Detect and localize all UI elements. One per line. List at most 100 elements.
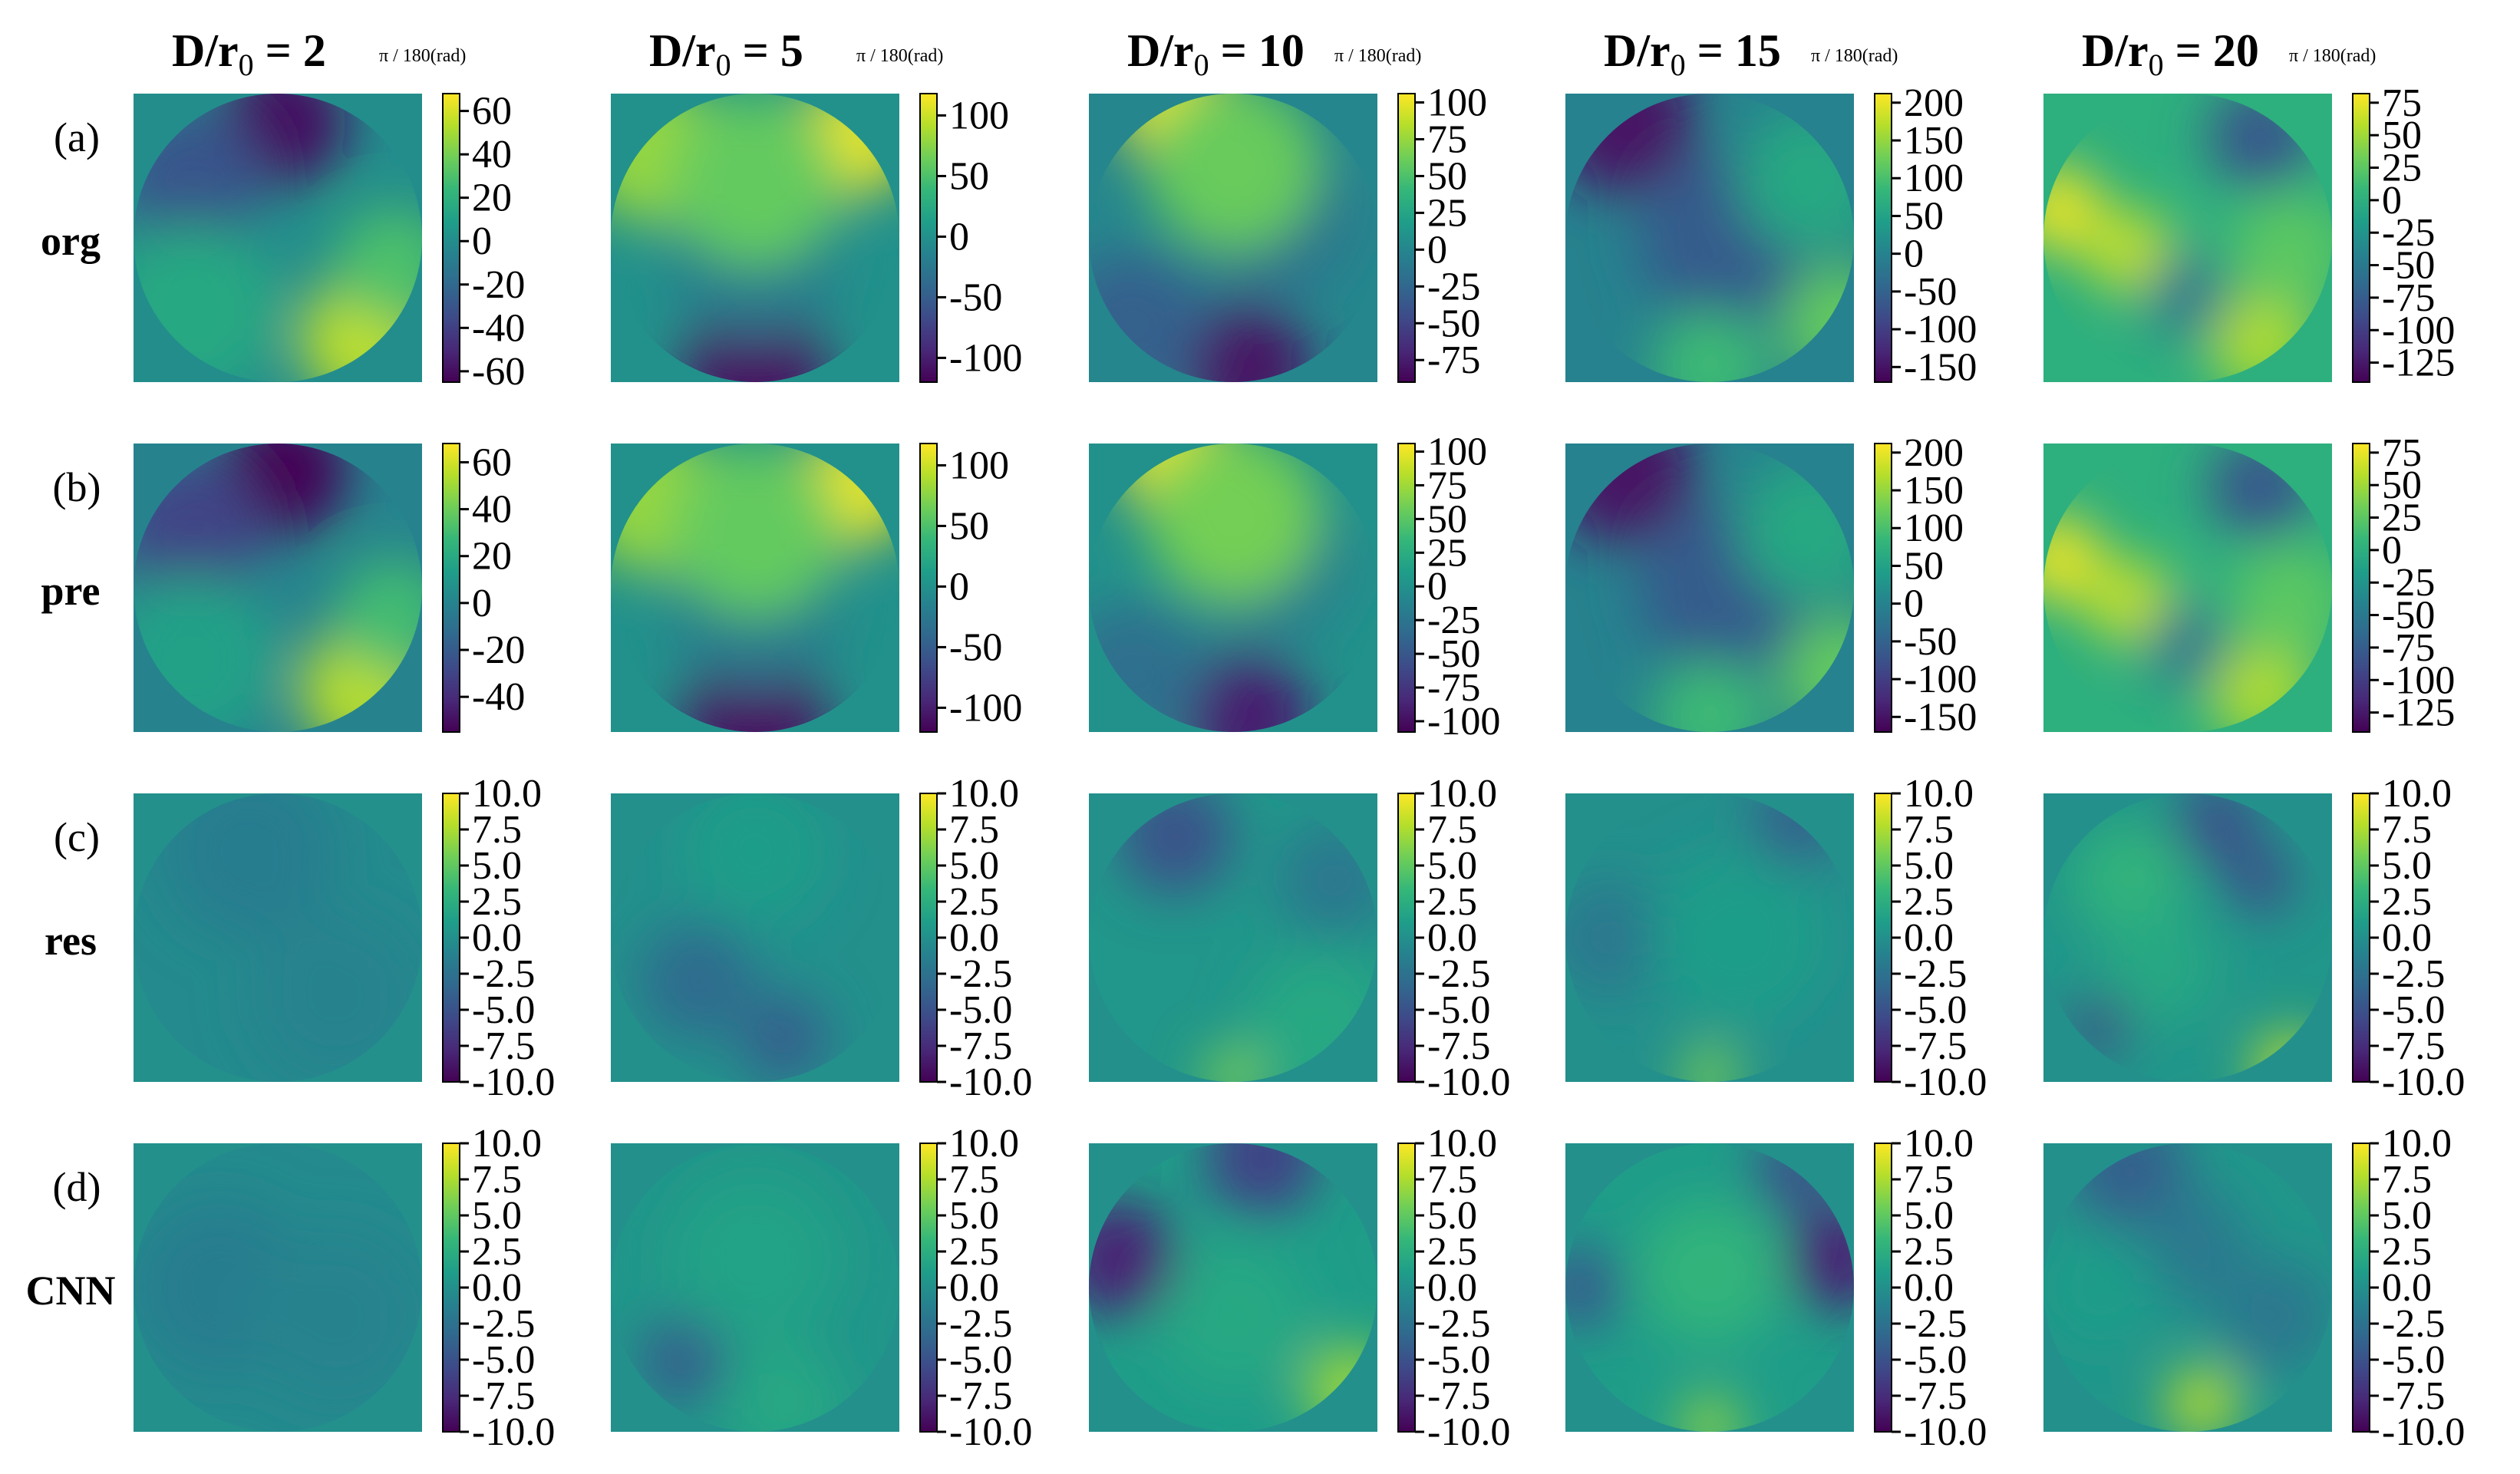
row-letter: (d) <box>53 1164 101 1210</box>
colorbar-tick-label: -5.0 <box>472 988 535 1032</box>
colorbar-tick-label: 75 <box>2382 431 2422 475</box>
colorbar-tick-label: 100 <box>1427 430 1487 474</box>
panel: 10.07.55.02.50.0-2.5-5.0-7.5-10.0 <box>1089 1122 1510 1454</box>
colorbar <box>1875 793 1892 1082</box>
colorbar-tick-label: 0 <box>1904 582 1924 626</box>
phase-feature <box>335 209 422 325</box>
colorbar-tick-label: 100 <box>1904 506 1964 550</box>
colorbar-tick-label: 2.5 <box>1427 880 1477 924</box>
colorbar-tick-label: 25 <box>1427 531 1467 575</box>
colorbar <box>920 444 937 732</box>
colorbar-tick-label: 5.0 <box>949 1194 999 1238</box>
colorbar-tick-label: 5.0 <box>949 844 999 888</box>
colorbar-tick-label: 7.5 <box>949 1158 999 1202</box>
phase-map <box>2043 1143 2332 1432</box>
column-title-main: D/r <box>1604 25 1671 76</box>
colorbar-tick-label: -25 <box>1427 599 1480 642</box>
panel: 10.07.55.02.50.0-2.5-5.0-7.5-10.0 <box>611 1122 1032 1454</box>
phase-feature <box>2216 1258 2332 1374</box>
phase-feature <box>1161 1244 1305 1389</box>
colorbar-tick-label: 50 <box>1427 154 1467 198</box>
row-labels: (a) org (b) pre (c) res (d) CNN <box>26 114 116 1314</box>
colorbar-tick-label: 2.5 <box>1904 1230 1954 1274</box>
panel: 10.07.55.02.50.0-2.5-5.0-7.5-10.0 <box>2043 772 2465 1104</box>
colorbar-tick-label: 50 <box>949 504 989 548</box>
phase-feature <box>1681 1397 1739 1432</box>
row-letter: (c) <box>54 814 100 860</box>
column-title: D/r0 = 5 <box>649 25 803 82</box>
colorbar <box>443 793 460 1082</box>
column-title-value: = 15 <box>1686 25 1781 76</box>
colorbar-tick-label: 2.5 <box>1904 880 1954 924</box>
colorbar-tick-label: -100 <box>1904 308 1977 351</box>
panel: 10.07.55.02.50.0-2.5-5.0-7.5-10.0 <box>134 772 555 1104</box>
column-title-subscript: 0 <box>239 48 254 82</box>
colorbar-tick-label: -5.0 <box>1904 988 1967 1032</box>
colorbar-tick-label: -25 <box>2382 211 2435 255</box>
colorbar-tick-label: 60 <box>472 440 512 484</box>
column-title-value: = 10 <box>1209 25 1305 76</box>
row-letter: (b) <box>53 464 101 510</box>
column-title-main: D/r <box>2082 25 2149 76</box>
colorbar <box>1398 1143 1415 1432</box>
row-name: res <box>45 918 97 964</box>
panel: 10.07.55.02.50.0-2.5-5.0-7.5-10.0 <box>134 1122 555 1454</box>
colorbar <box>920 1143 937 1432</box>
phase-feature <box>683 793 827 924</box>
phase-feature <box>2144 602 2231 689</box>
phase-map <box>134 1143 422 1432</box>
colorbar-tick-label: 0.0 <box>2382 1266 2432 1310</box>
phase-feature <box>668 1172 842 1346</box>
colorbar-tick-label: -100 <box>2382 308 2455 352</box>
colorbar-tick-label: -7.5 <box>1904 1024 1967 1068</box>
colorbar-tick-label: 0 <box>2382 179 2402 223</box>
column-title-main: D/r <box>172 25 239 76</box>
colorbar-tick-label: -5.0 <box>472 1338 535 1382</box>
colorbar-tick-label: 10.0 <box>472 1122 542 1166</box>
colorbar <box>443 444 460 732</box>
phase-map <box>2043 793 2332 1082</box>
colorbar-tick-label: 0 <box>1427 565 1447 608</box>
colorbar-tick-label: 5.0 <box>1904 1194 1954 1238</box>
phase-feature <box>2043 1229 2159 1346</box>
column-title: D/r0 = 20 <box>2082 25 2259 82</box>
phase-feature <box>335 559 422 674</box>
phase-feature <box>639 923 755 1039</box>
phase-map <box>1565 793 1854 1082</box>
unit-label: π / 180(rad) <box>856 46 943 66</box>
colorbar-tick-label: 150 <box>1904 469 1964 513</box>
column-title: D/r0 = 15 <box>1604 25 1781 82</box>
colorbar-tick-label: 5.0 <box>2382 844 2432 888</box>
phase-feature <box>683 645 827 732</box>
colorbar-tick-label: -7.5 <box>472 1374 535 1418</box>
colorbar-frame <box>1874 93 1892 383</box>
colorbar <box>1398 793 1415 1082</box>
colorbar-tick-label: -10.0 <box>472 1060 555 1104</box>
phase-feature <box>249 908 422 1082</box>
phase-feature <box>1184 304 1311 382</box>
phase-map <box>611 94 899 382</box>
colorbar-frame <box>1397 443 1416 733</box>
colorbar <box>443 1143 460 1432</box>
colorbar-tick-label: 0 <box>1904 232 1924 276</box>
row-name: org <box>41 218 101 264</box>
colorbar-tick-label: 2.5 <box>949 1230 999 1274</box>
phase-feature <box>683 295 827 382</box>
colorbar-tick-label: -2.5 <box>2382 952 2445 996</box>
colorbar-frame <box>2352 443 2370 733</box>
colorbar-tick-label: -10.0 <box>1904 1410 1987 1454</box>
colorbar-tick-label: -2.5 <box>1427 952 1490 996</box>
panel: 10.07.55.02.50.0-2.5-5.0-7.5-10.0 <box>1089 772 1510 1104</box>
colorbar-tick-label: -20 <box>472 263 525 307</box>
colorbar-tick-label: -2.5 <box>472 952 535 996</box>
colorbar-tick-label: 25 <box>2382 496 2422 540</box>
phase-feature <box>1787 1206 1854 1311</box>
colorbar-tick-label: -2.5 <box>949 1302 1012 1346</box>
colorbar-tick-label: 2.5 <box>949 880 999 924</box>
panel-grid: 6040200-20-40-60100500-50-1001007550250-… <box>134 81 2465 1454</box>
colorbar-tick-label: -50 <box>1904 270 1957 314</box>
colorbar-tick-label: -7.5 <box>2382 1374 2445 1418</box>
